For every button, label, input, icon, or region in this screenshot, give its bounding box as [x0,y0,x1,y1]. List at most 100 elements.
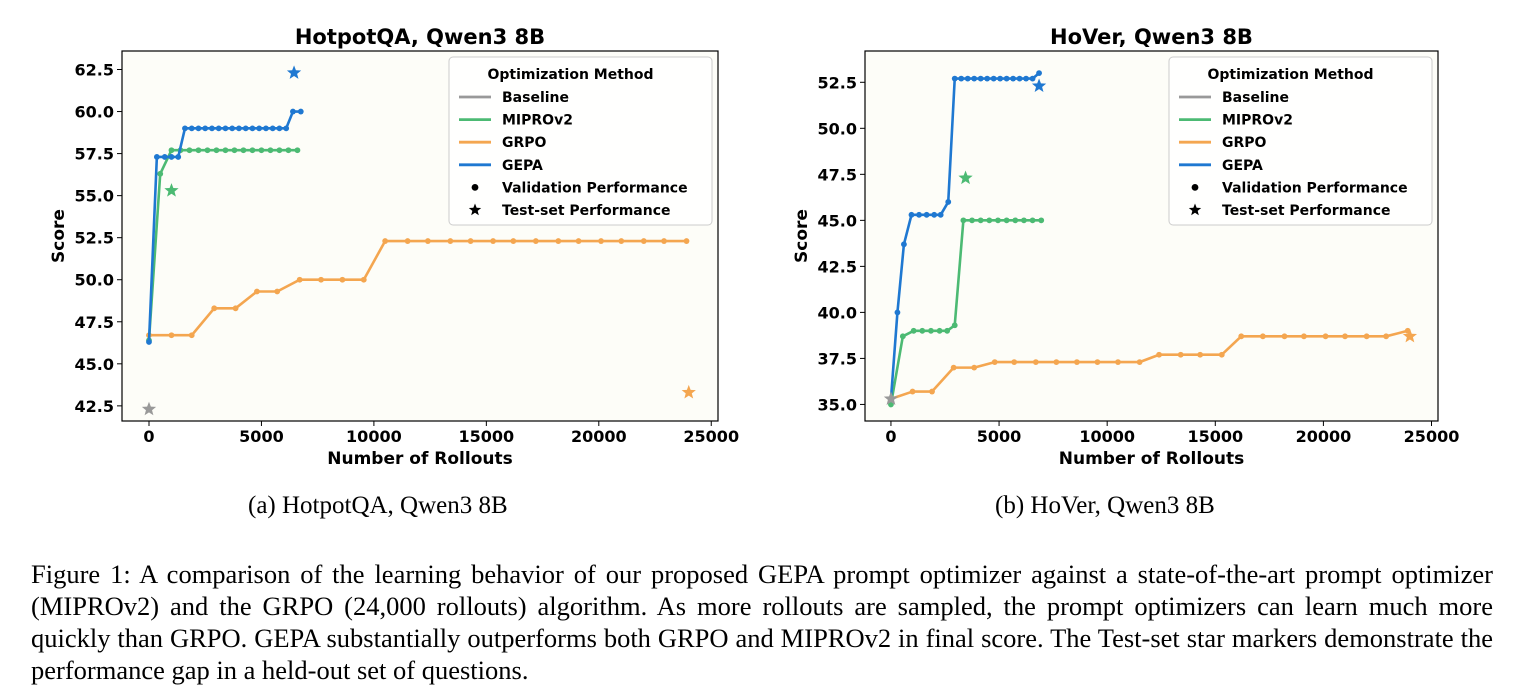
data-point-gepa [209,125,215,132]
data-point-gepa [222,125,229,132]
x-tick-label: 15000 [1187,427,1243,446]
data-point-grpo [1177,351,1184,358]
data-point-miprov2 [936,327,943,334]
data-point-grpo [490,238,496,244]
data-point-gepa [153,154,160,160]
data-point-grpo [274,288,281,295]
data-point-grpo [1383,333,1390,340]
data-point-grpo [424,238,431,244]
data-point-miprov2 [168,147,175,154]
data-point-gepa [1029,75,1036,82]
data-point-gepa [894,309,901,316]
axes-frame [864,50,1439,422]
data-point-grpo [360,276,367,283]
test-star-baseline [883,391,899,405]
data-point-miprov2 [222,147,229,154]
data-point-gepa [977,75,984,82]
y-tick-label: 45.0 [75,355,114,374]
data-point-miprov2 [240,147,247,154]
legend-label-baseline: Baseline [502,90,569,106]
data-point-miprov2 [285,147,292,154]
data-point-grpo [510,238,517,244]
x-tick-label: 20000 [1296,427,1352,446]
y-tick-label: 62.5 [75,61,114,80]
data-point-gepa [236,125,242,132]
data-point-grpo [188,332,195,339]
test-star-miprov2 [164,183,179,197]
x-tick-label: 5000 [977,427,1022,446]
legend-marker-test [468,203,482,216]
legend-box [1168,56,1433,226]
y-tick-label: 42.5 [818,257,857,276]
legend-box [448,56,713,226]
legend-label-gepa: GEPA [1222,158,1263,174]
x-tick-label: 10000 [346,427,402,446]
y-tick-label: 47.5 [818,165,857,184]
legend-label-baseline: Baseline [1222,90,1289,106]
data-point-gepa [168,154,175,160]
data-point-grpo [404,238,411,244]
y-axis-label: Score [49,209,69,263]
test-star-miprov2 [958,170,973,185]
data-point-gepa [195,125,202,132]
data-point-miprov2 [899,333,906,340]
data-point-miprov2 [919,327,926,334]
data-point-gepa [161,154,168,160]
data-point-gepa [931,211,938,218]
data-point-grpo [1322,333,1329,340]
data-point-gepa [256,125,263,132]
y-tick-label: 60.0 [75,103,114,122]
data-point-gepa [175,154,182,160]
test-star-gepa [1031,78,1047,93]
data-point-gepa [269,125,276,132]
data-point-miprov2 [249,147,256,154]
data-point-grpo [971,364,978,371]
series-grpo [888,327,1411,402]
data-point-grpo [1136,359,1143,365]
x-tick-label: 0 [885,427,896,446]
data-point-gepa [997,75,1004,82]
data-point-miprov2 [1021,217,1027,224]
test-star-grpo [681,384,696,399]
data-point-grpo [254,288,260,295]
data-point-miprov2 [969,217,975,224]
subcaption-a: (a) HotpotQA, Qwen3 8B [248,492,508,519]
x-tick-label: 25000 [1404,427,1460,446]
y-tick-label: 50.0 [818,119,857,138]
legend-label-test-set-performance: Test-set Performance [502,203,671,219]
data-point-gepa [916,211,922,218]
data-point-grpo [950,364,957,371]
data-point-gepa [990,75,997,82]
data-point-grpo [339,276,346,283]
x-tick-label: 25000 [683,427,739,446]
x-axis-label: Number of Rollouts [327,449,513,469]
data-point-gepa [1023,75,1029,82]
data-point-miprov2 [267,147,274,154]
data-point-grpo [168,332,175,339]
data-point-grpo [1053,359,1060,365]
legend-label-validation-performance: Validation Performance [1222,180,1408,196]
data-point-miprov2 [910,327,917,334]
y-axis-label: Score [792,209,812,263]
data-point-grpo [232,305,239,312]
data-point-miprov2 [995,217,1001,224]
data-point-grpo [318,276,324,283]
data-point-gepa [290,108,296,115]
legend-label-gepa: GEPA [502,158,543,174]
data-point-gepa [1003,75,1010,82]
data-point-grpo [447,238,454,244]
data-point-grpo [1281,333,1288,340]
data-point-grpo [1238,333,1245,340]
legend-title: Optimization Method [487,67,653,83]
data-point-grpo [598,238,604,244]
data-point-grpo [1011,359,1018,365]
data-point-miprov2 [231,147,238,154]
axes-frame [121,50,719,422]
legend-label-test-set-performance: Test-set Performance [1222,203,1391,219]
data-point-miprov2 [1003,217,1010,224]
data-point-miprov2 [258,147,265,154]
data-point-gepa [202,125,209,132]
data-point-miprov2 [294,147,301,154]
data-point-grpo [1032,359,1039,365]
y-tick-label: 45.0 [818,211,857,230]
